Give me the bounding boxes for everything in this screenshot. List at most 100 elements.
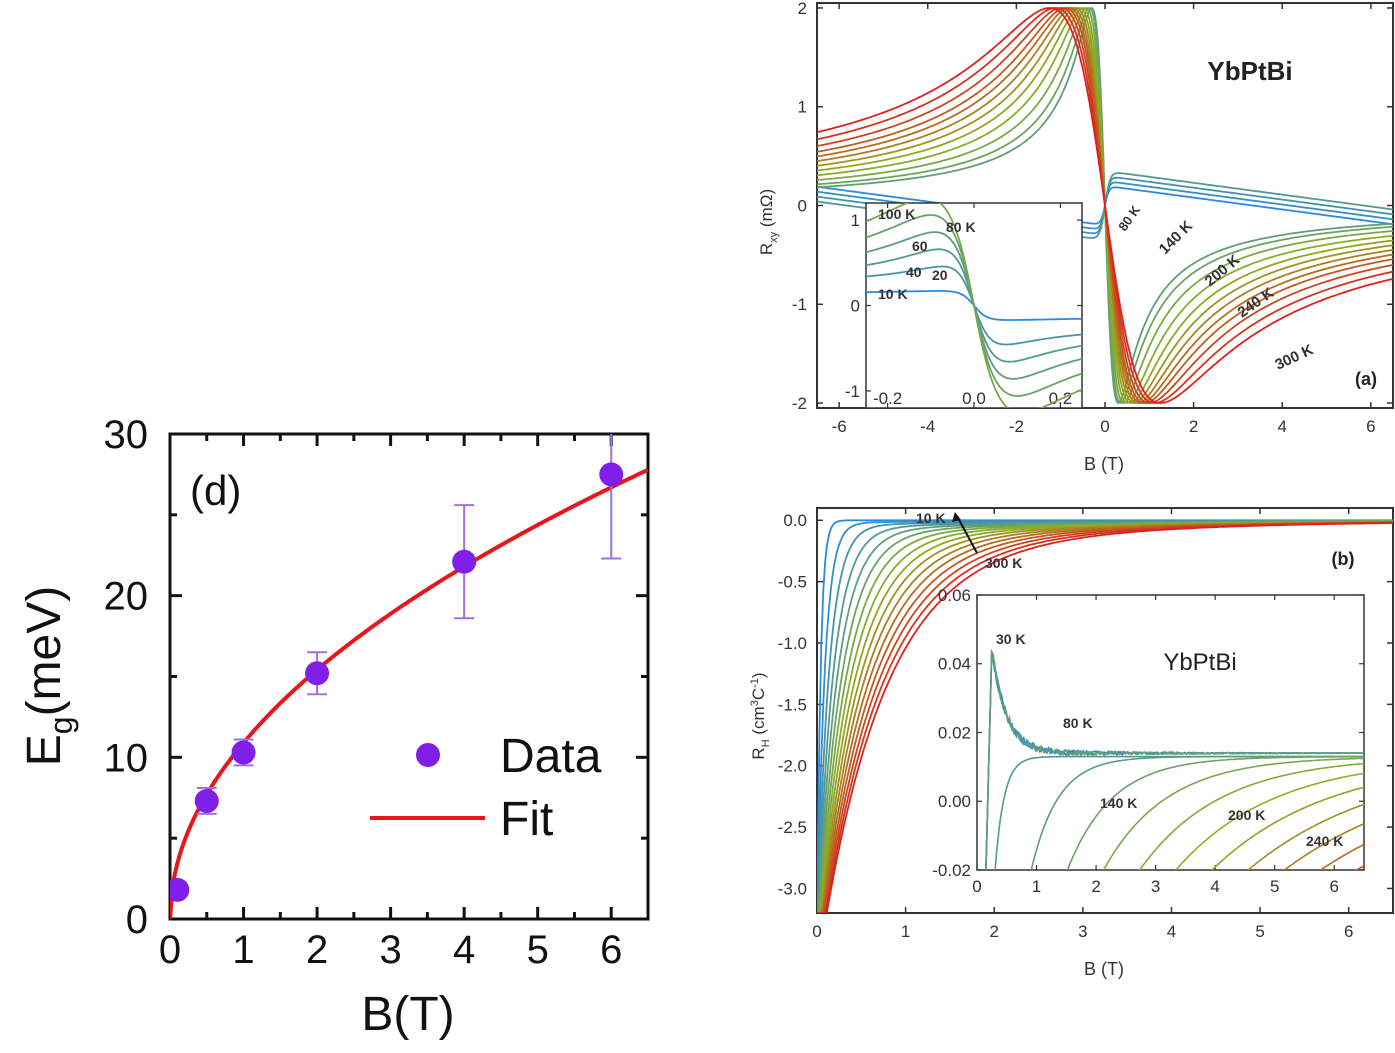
rxy-unit: (mΩ): [757, 189, 776, 232]
curve-label-300k-b: 300 K: [985, 555, 1022, 571]
rxy-sub: xy: [768, 231, 780, 243]
panel-b-inset-sample-name: YbPtBi: [1163, 649, 1236, 676]
inset-label-80k: 80 K: [946, 219, 976, 235]
panel-a-inset-x-tick-label: 0.0: [962, 389, 986, 408]
panel-a-inset-curves: [866, 203, 1082, 408]
panel-a-y-tick-label: 2: [798, 0, 807, 18]
panel-d-x-tick-label: 5: [527, 928, 549, 972]
inset-b-label-140k: 140 K: [1100, 795, 1137, 811]
inset-b-label-200k: 200 K: [1228, 807, 1265, 823]
panel-a-ticks: [817, 3, 1393, 408]
panel-d-label: (d): [190, 467, 241, 514]
panel-a-inset: -0.2 0.0 0.2-101 100 K 80 K 60 40 20 10 K: [845, 202, 1083, 409]
panel-a-x-tick-label: 0: [1100, 417, 1109, 436]
curve-label-300k: 300 K: [1273, 341, 1317, 373]
panel-d-tick-labels: 0 1 2 3 4 5 6 0 10 20 30: [104, 413, 623, 972]
panel-a-y-axis-label: Rxy (mΩ): [757, 189, 780, 255]
panel-d-x-tick-label: 6: [600, 928, 622, 972]
panel-b-inset-y-tick-label: 0.00: [938, 792, 971, 811]
panel-b-inset: 0 1 2 3 4 5 6 -0.02 0.00 0.02 0.04 0.06 YbPtBi 30 K…: [932, 586, 1365, 904]
rh-mid: C: [749, 688, 768, 700]
inset-rh-curve: [1247, 803, 1364, 870]
panel-d-x-tick-label: 3: [379, 928, 401, 972]
svg-text:Rxy (mΩ): Rxy (mΩ): [757, 189, 780, 255]
arrow-head: [952, 512, 961, 522]
panel-b-y-tick-label: -3.0: [778, 879, 807, 898]
panel-a-inset-y-tick-label: 0: [851, 296, 860, 315]
panel-b-inset-x-tick-label: 1: [1032, 877, 1041, 896]
eg-main: E: [18, 734, 71, 766]
panel-b-inset-y-tick-label: 0.02: [938, 723, 971, 742]
panel-b-y-tick-label: -2.5: [778, 818, 807, 837]
panel-a-sample-name: YbPtBi: [1207, 56, 1292, 86]
data-point: [194, 788, 219, 813]
panel-d-y-tick-label: 20: [104, 575, 149, 619]
panel-a-y-tick-label: -2: [792, 394, 807, 413]
data-points: [170, 462, 624, 902]
rh-sub: H: [760, 739, 772, 747]
panel-b-y-tick-label: 0.0: [783, 511, 807, 530]
curve-label-10k: 10 K: [916, 510, 946, 526]
panel-d-y-tick-label: 0: [126, 898, 148, 942]
inset-label-100k: 100 K: [878, 206, 915, 222]
panel-d-ticks: [168, 432, 648, 921]
panel-d: 0 1 2 3 4 5 6 0 10 20 30 (d) Data Fit B(T) Eg(meV): [18, 413, 650, 1041]
inset-label-60: 60: [912, 238, 928, 254]
panel-b-label: (b): [1332, 549, 1355, 569]
panel-d-x-tick-label: 4: [453, 928, 475, 972]
panel-d-x-tick-label: 0: [159, 928, 181, 972]
rh-sup1: 3: [749, 700, 761, 706]
rh-main: R: [749, 747, 768, 759]
panel-b-x-tick-label: 6: [1344, 922, 1353, 941]
panel-b-inset-x-tick-label: 3: [1151, 877, 1160, 896]
panel-b-inset-x-tick-label: 2: [1091, 877, 1100, 896]
panel-b-inset-y-tick-label: 0.06: [938, 586, 971, 605]
panel-d-x-tick-label: 2: [306, 928, 328, 972]
panel-b-y-tick-label: -0.5: [778, 573, 807, 592]
inset-label-40: 40: [906, 264, 922, 280]
data-point: [305, 661, 330, 686]
panel-a-x-axis-label: B (T): [1084, 454, 1124, 474]
panel-b-x-tick-label: 5: [1255, 922, 1264, 941]
panel-a-x-tick-label: -6: [832, 417, 847, 436]
inset-rh-lowT-curve: [985, 648, 1364, 870]
panel-b-inset-tick-labels: 0 1 2 3 4 5 6 -0.02 0.00 0.02 0.04 0.06: [932, 586, 1339, 896]
rxy-main: R: [757, 243, 776, 255]
rh-curve: [817, 522, 1393, 913]
panel-a-y-tick-label: 0: [798, 196, 807, 215]
panel-a-inset-x-tick-label: -0.2: [873, 389, 902, 408]
inset-rh-curve: [1174, 772, 1364, 870]
inset-b-label-30k: 30 K: [996, 631, 1026, 647]
panel-b-inset-ticks: [976, 594, 1364, 871]
inset-rh-curve: [989, 887, 1364, 904]
panel-a-tick-labels: -6 -4 -2 0 2 4 6 -2 -1 0 1 2: [792, 0, 1376, 436]
panel-b-y-tick-label: -1.5: [778, 695, 807, 714]
panel-b-inset-y-tick-label: -0.02: [932, 861, 971, 880]
panel-b-inset-x-tick-label: 4: [1210, 877, 1219, 896]
curve-label-240k: 240 K: [1235, 284, 1278, 321]
panel-b-x-tick-label: 4: [1167, 922, 1176, 941]
inset-rh-curve: [1283, 822, 1364, 870]
panel-d-x-axis-label: B(T): [361, 988, 454, 1041]
panel-a-inset-y-tick-label: 1: [851, 211, 860, 230]
panel-d-y-axis-label: Eg(meV): [18, 586, 79, 766]
panel-b: 0 1 2 3 4 5 6 0.0 -0.5 -1.0 -1.5 -2.0 -2.5 -3.0 (b) 1…: [749, 507, 1394, 979]
rh-end: ): [749, 672, 768, 678]
legend-data-label: Data: [500, 730, 602, 783]
svg-text:Eg(meV): Eg(meV): [18, 586, 79, 766]
legend-data-marker: [416, 743, 440, 767]
inset-rh-curve: [1210, 786, 1364, 870]
curve-label-140k: 140 K: [1156, 217, 1196, 257]
data-point: [170, 877, 190, 902]
eg-sub: g: [43, 716, 79, 734]
panel-a-y-tick-label: -1: [792, 295, 807, 314]
panel-a-x-tick-label: 2: [1189, 417, 1198, 436]
inset-rh-curve: [1138, 762, 1364, 870]
panel-b-y-tick-label: -1.0: [778, 634, 807, 653]
panel-d-x-tick-label: 1: [232, 928, 254, 972]
panel-b-inset-x-tick-label: 6: [1329, 877, 1338, 896]
panel-a-y-tick-label: 1: [798, 98, 807, 117]
panel-a-x-tick-label: 4: [1277, 417, 1286, 436]
